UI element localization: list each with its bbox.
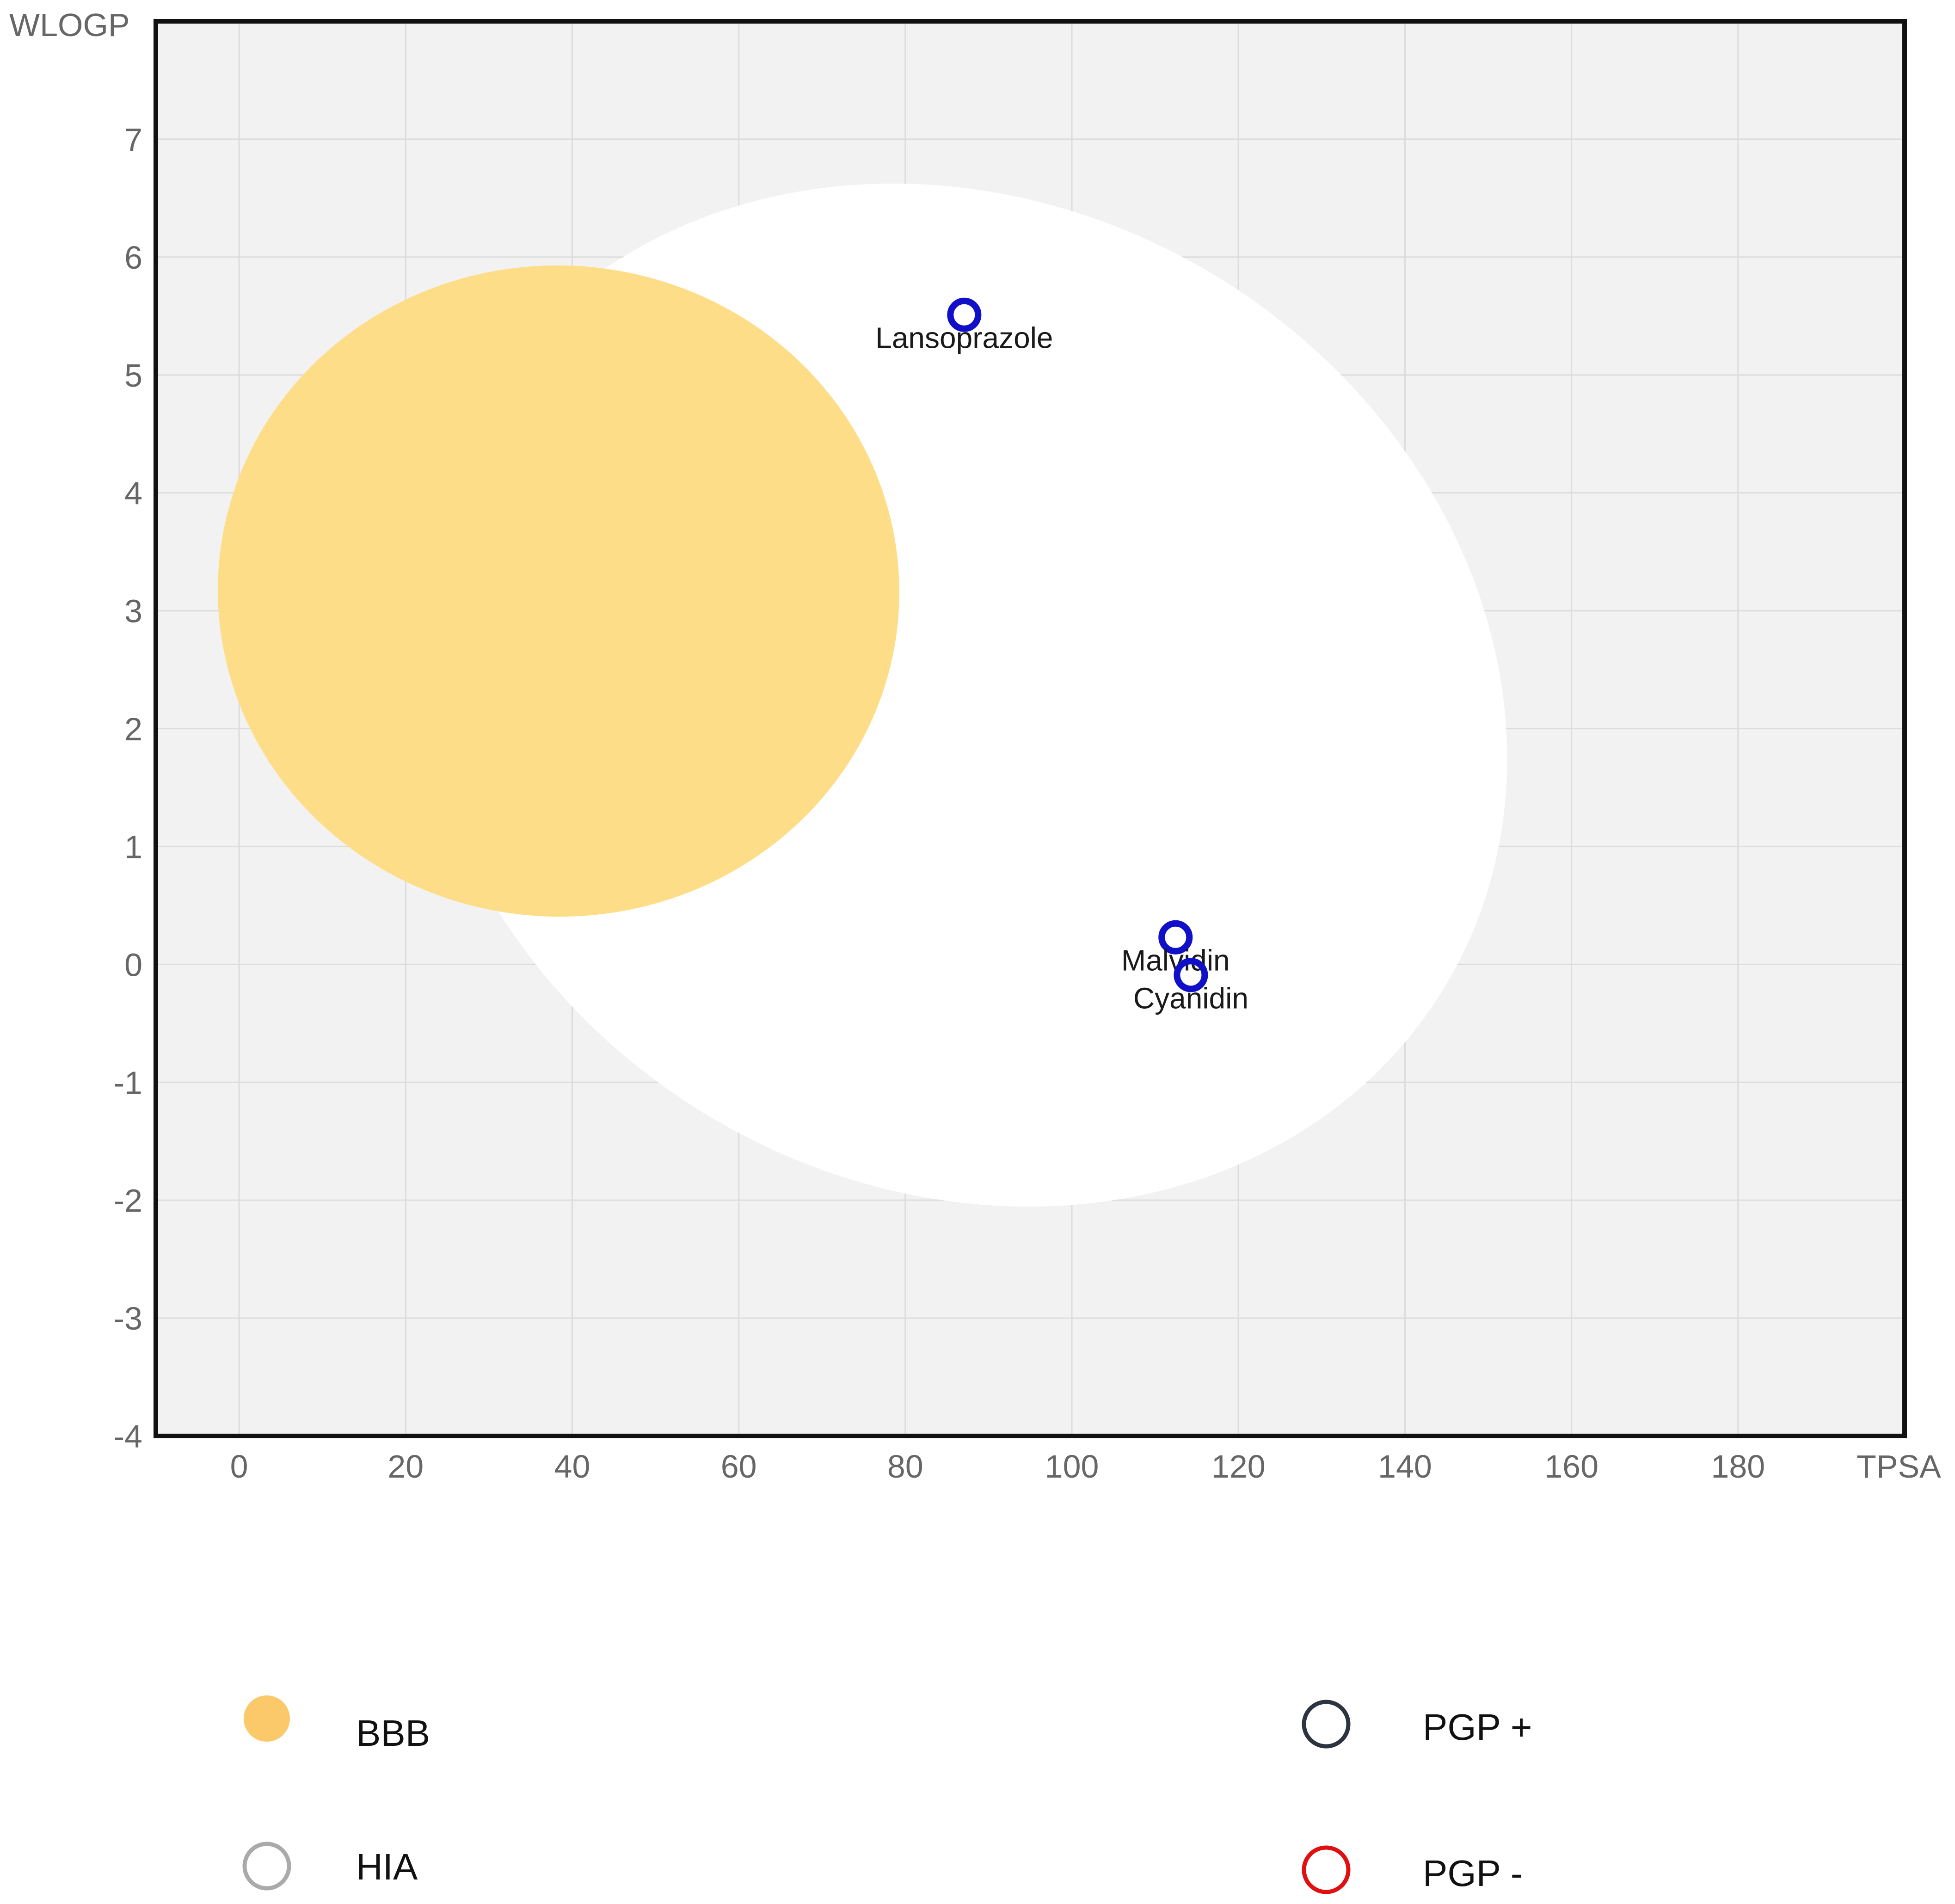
y-axis-ticks: 7 6 5 4 3 2 1 0 -1 -2 -3 -4 (114, 122, 142, 1454)
legend-pgp-minus-label: PGP - (1423, 1853, 1523, 1894)
legend-pgp-plus-label: PGP + (1423, 1707, 1532, 1748)
x-tick-label: 20 (387, 1448, 424, 1485)
x-tick-label: 100 (1045, 1448, 1099, 1485)
legend: BBB PGP + HIA PGP - (242, 1695, 1532, 1894)
legend-pgp-minus-marker (1302, 1845, 1351, 1894)
y-tick-label: -1 (114, 1065, 142, 1101)
y-axis-title: WLOGP (9, 7, 130, 43)
data-point (1158, 920, 1193, 955)
y-tick-label: 1 (124, 829, 142, 865)
x-tick-label: 40 (554, 1448, 590, 1485)
y-tick-label: -2 (114, 1183, 142, 1219)
legend-bbb-label: BBB (356, 1713, 430, 1754)
legend-pgp-plus-marker (1302, 1700, 1351, 1749)
data-point-label: Cyanidin (1133, 981, 1248, 1015)
x-tick-label: 0 (230, 1448, 248, 1485)
y-tick-label: 4 (124, 475, 142, 511)
x-tick-label: 80 (887, 1448, 923, 1485)
y-tick-label: -3 (114, 1300, 142, 1337)
y-tick-label: 5 (124, 357, 142, 394)
x-tick-label: 160 (1544, 1448, 1598, 1485)
x-tick-label: 120 (1211, 1448, 1266, 1485)
x-axis-ticks: 0 20 40 60 80 100 120 140 160 180 (230, 1448, 1765, 1485)
y-tick-label: 2 (124, 711, 142, 747)
y-tick-label: 0 (124, 947, 142, 983)
data-point (947, 297, 982, 332)
data-point-label: Lansoprazole (875, 321, 1053, 355)
y-tick-label: 3 (124, 593, 142, 629)
data-point (1174, 958, 1208, 992)
legend-hia-marker (242, 1842, 291, 1891)
y-tick-label: 6 (124, 240, 142, 276)
bbb-region (218, 265, 899, 917)
y-tick-label: -4 (114, 1418, 142, 1454)
legend-bbb-marker (244, 1695, 290, 1742)
legend-hia-label: HIA (356, 1846, 418, 1887)
x-tick-label: 60 (721, 1448, 757, 1485)
x-tick-label: 180 (1711, 1448, 1765, 1485)
plot-frame (154, 19, 1907, 1438)
y-tick-label: 7 (124, 122, 142, 158)
x-axis-title: TPSA (1857, 1448, 1941, 1485)
x-tick-label: 140 (1378, 1448, 1432, 1485)
